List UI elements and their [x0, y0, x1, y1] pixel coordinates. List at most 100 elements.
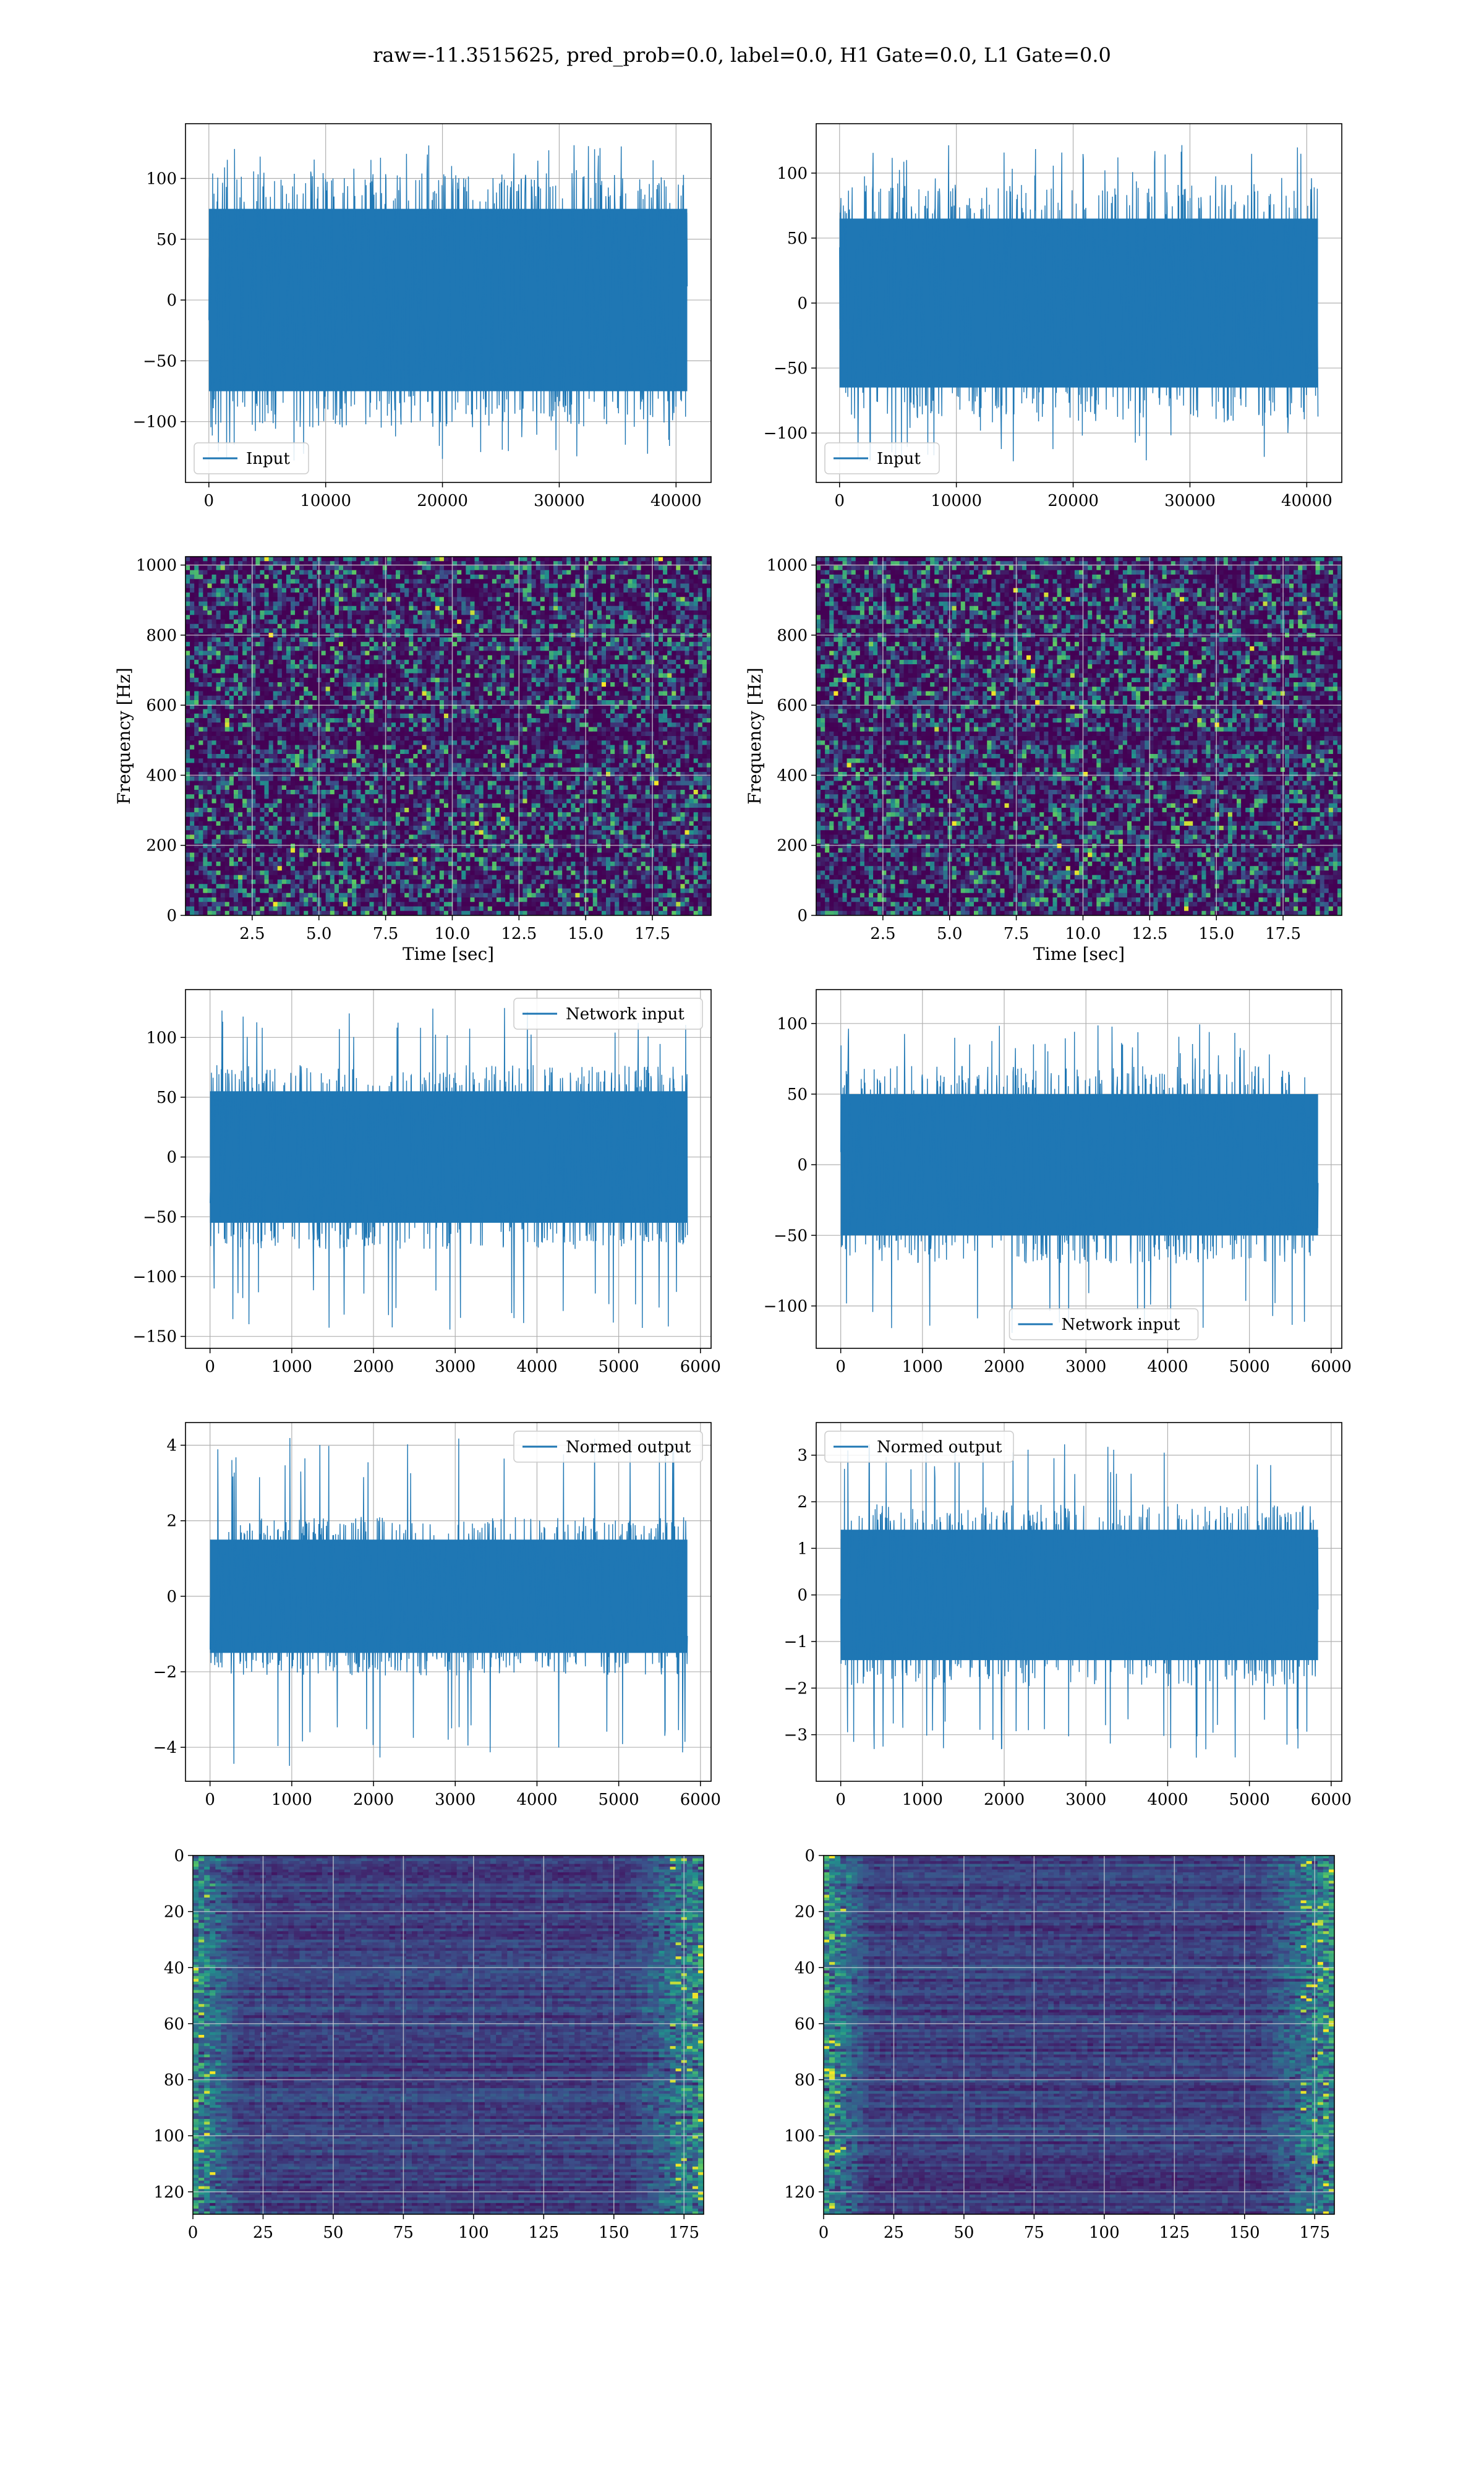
- y-tick-label: 100: [777, 165, 808, 183]
- x-tick-label: 0: [205, 1358, 215, 1376]
- x-tick-label: 6000: [1311, 1358, 1352, 1376]
- x-tick-label: 40000: [650, 492, 702, 510]
- x-tick-label: 2.5: [239, 925, 265, 943]
- y-tick-label: −100: [133, 1268, 177, 1286]
- x-tick-label: 100: [1089, 2224, 1120, 2242]
- x-tick-label: 2000: [984, 1358, 1025, 1376]
- y-tick-label: −50: [143, 1208, 177, 1226]
- x-tick-label: 4000: [516, 1358, 557, 1376]
- y-tick-label: 50: [156, 231, 177, 249]
- y-tick-label: 200: [777, 837, 808, 855]
- y-tick-label: 100: [153, 2127, 184, 2146]
- legend: Network input: [1010, 1309, 1198, 1340]
- y-tick-label: −2: [784, 1679, 808, 1698]
- x-tick-label: 0: [188, 2224, 198, 2242]
- x-tick-label: 1000: [902, 1791, 943, 1809]
- y-tick-label: 0: [797, 1156, 808, 1175]
- x-tick-label: 0: [819, 2224, 829, 2242]
- y-tick-label: 100: [784, 2127, 815, 2146]
- y-axis-label: Frequency [Hz]: [744, 667, 765, 804]
- series-line: [209, 145, 688, 461]
- x-tick-label: 6000: [1311, 1791, 1352, 1809]
- legend-label: Network input: [1062, 1316, 1180, 1334]
- legend-label: Normed output: [877, 1438, 1002, 1457]
- y-tick-label: 80: [164, 2071, 184, 2090]
- x-tick-label: 5.0: [306, 925, 331, 943]
- y-tick-label: −150: [133, 1328, 177, 1346]
- x-tick-label: 30000: [1164, 492, 1216, 510]
- x-tick-label: 75: [393, 2224, 414, 2242]
- x-tick-label: 15.0: [568, 925, 603, 943]
- x-tick-label: 12.5: [1132, 925, 1167, 943]
- y-tick-label: 0: [174, 1847, 184, 1865]
- legend: Normed output: [825, 1431, 1013, 1462]
- subplot-grid: 0 10000 20000 30000 40000−100−50050100Input0…: [114, 124, 1352, 2242]
- legend: Input: [825, 443, 939, 474]
- x-tick-label: 4000: [1147, 1358, 1188, 1376]
- y-tick-label: −50: [774, 1226, 808, 1245]
- x-tick-label: 75: [1024, 2224, 1044, 2242]
- y-tick-label: −3: [784, 1726, 808, 1745]
- x-tick-label: 0: [835, 492, 845, 510]
- x-axis-label: Time [sec]: [1033, 944, 1125, 964]
- y-tick-label: 40: [795, 1959, 815, 1977]
- y-axis-label: Frequency [Hz]: [114, 667, 134, 804]
- x-tick-label: 150: [599, 2224, 629, 2242]
- legend-label: Normed output: [566, 1438, 691, 1457]
- y-tick-label: −50: [143, 352, 177, 370]
- series-line: [841, 1024, 1318, 1333]
- y-tick-label: 120: [153, 2183, 184, 2202]
- x-tick-label: 125: [528, 2224, 559, 2242]
- x-tick-label: 17.5: [1265, 925, 1301, 943]
- y-tick-label: 100: [146, 169, 177, 188]
- x-tick-label: 50: [953, 2224, 974, 2242]
- x-tick-label: 25: [884, 2224, 904, 2242]
- heatmap-image: [824, 1856, 1335, 2215]
- y-tick-label: 120: [784, 2183, 815, 2202]
- y-tick-label: 600: [777, 696, 808, 715]
- y-tick-label: −100: [764, 424, 808, 443]
- x-tick-label: 4000: [516, 1791, 557, 1809]
- x-tick-label: 12.5: [501, 925, 537, 943]
- x-tick-label: 10000: [931, 492, 982, 510]
- x-tick-label: 2000: [984, 1791, 1025, 1809]
- y-tick-label: 1000: [136, 557, 177, 575]
- x-tick-label: 3000: [1065, 1791, 1106, 1809]
- x-tick-label: 100: [458, 2224, 489, 2242]
- x-tick-label: 2000: [353, 1358, 394, 1376]
- subplot-net-h1: 0 1000 2000 3000 4000 5000 6000−150−100−500501…: [133, 990, 721, 1376]
- x-tick-label: 6000: [680, 1791, 721, 1809]
- x-tick-label: 150: [1229, 2224, 1260, 2242]
- x-tick-label: 1000: [271, 1358, 312, 1376]
- y-tick-label: −100: [764, 1297, 808, 1316]
- x-tick-label: 5000: [1229, 1791, 1270, 1809]
- x-tick-label: 20000: [1047, 492, 1099, 510]
- x-tick-label: 5000: [599, 1791, 639, 1809]
- y-tick-label: −1: [784, 1633, 808, 1651]
- x-tick-label: 10000: [300, 492, 351, 510]
- x-tick-label: 15.0: [1198, 925, 1234, 943]
- x-tick-label: 4000: [1147, 1791, 1188, 1809]
- y-tick-label: 100: [777, 1015, 808, 1034]
- x-tick-label: 3000: [435, 1791, 475, 1809]
- subplot-net-l1: 0 1000 2000 3000 4000 5000 6000−100−50050100Ne…: [764, 990, 1352, 1376]
- x-tick-label: 1000: [902, 1358, 943, 1376]
- y-tick-label: 20: [795, 1903, 815, 1922]
- y-tick-label: 40: [164, 1959, 184, 1977]
- x-tick-label: 3000: [435, 1358, 475, 1376]
- series-line: [841, 1444, 1318, 1758]
- legend: Normed output: [514, 1431, 702, 1462]
- legend-label: Input: [246, 450, 290, 468]
- y-tick-label: 0: [797, 1586, 808, 1605]
- y-tick-label: 1000: [767, 557, 808, 575]
- y-tick-label: 0: [166, 907, 177, 925]
- y-tick-label: 50: [787, 1085, 808, 1104]
- y-tick-label: 800: [146, 627, 177, 645]
- x-tick-label: 30000: [534, 492, 585, 510]
- y-tick-label: 50: [787, 229, 808, 248]
- y-tick-label: 1: [797, 1539, 808, 1558]
